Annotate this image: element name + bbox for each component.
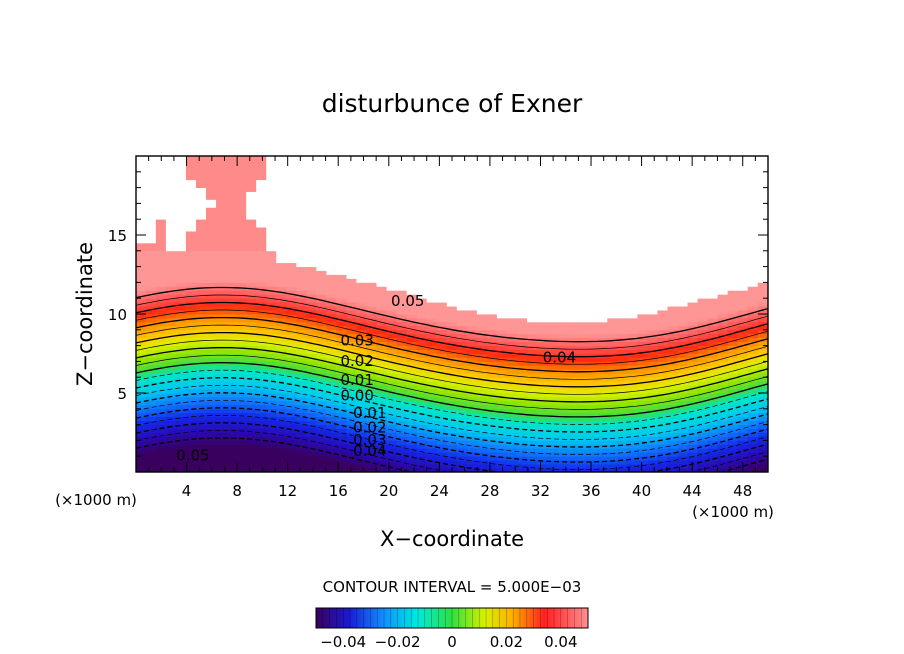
x-unit-left: (×1000 m) xyxy=(55,491,137,509)
contour-line xyxy=(136,294,768,350)
colorbar-tick-labels: −0.04 −0.02 0 0.02 0.04 xyxy=(320,633,577,651)
y-axis-label: Z−coordinate xyxy=(73,242,97,386)
contour-field xyxy=(136,156,768,472)
contour-label: 0.02 xyxy=(353,418,386,436)
colorbar-tick-label: −0.04 xyxy=(320,633,366,651)
contour-line xyxy=(136,346,768,403)
x-tick-label: 4 xyxy=(182,482,192,500)
contour-line xyxy=(136,399,768,455)
x-tick-label: 20 xyxy=(379,482,398,500)
contour-label: 0.05 xyxy=(391,292,424,310)
contour-label: 0.01 xyxy=(340,371,373,389)
contour-label: 0.00 xyxy=(340,387,373,405)
contour-line xyxy=(136,301,768,358)
contour-labels: 0.050.040.030.020.010.000.010.020.030.04… xyxy=(176,292,576,465)
colorbar-tick-label: 0 xyxy=(447,633,457,651)
y-tick-label: 10 xyxy=(108,306,127,324)
colorbar-tick-label: −0.02 xyxy=(375,633,421,651)
contour-line xyxy=(136,392,768,448)
colorbar-tick-label: 0.02 xyxy=(490,633,523,651)
x-tick-label: 28 xyxy=(480,482,499,500)
contour-line xyxy=(136,331,768,388)
x-tick-label: 12 xyxy=(278,482,297,500)
x-tick-labels: 4 8 12 16 20 24 28 32 36 40 44 48 xyxy=(182,482,752,500)
contour-line xyxy=(136,309,768,365)
x-tick-label: 40 xyxy=(632,482,651,500)
x-unit-right: (×1000 m) xyxy=(692,503,774,521)
contour-interval-label: CONTOUR INTERVAL = 5.000E−03 xyxy=(323,578,582,596)
contour-line xyxy=(136,377,768,433)
colorbar-ticks xyxy=(315,608,589,628)
x-tick-label: 44 xyxy=(683,482,702,500)
x-tick-label: 24 xyxy=(430,482,449,500)
y-tick-label: 15 xyxy=(108,227,127,245)
x-tick-label: 48 xyxy=(733,482,752,500)
contour-line xyxy=(136,316,768,373)
contour-line xyxy=(136,362,768,418)
contour-label: 0.01 xyxy=(353,404,386,422)
contour-line xyxy=(136,437,768,472)
contour-line xyxy=(136,384,768,440)
chart-title: disturbunce of Exner xyxy=(322,89,583,118)
contour-label: 0.03 xyxy=(353,431,386,449)
x-tick-label: 8 xyxy=(232,482,242,500)
contour-label: 0.04 xyxy=(353,442,386,460)
x-tick-label: 32 xyxy=(531,482,550,500)
contour-lines xyxy=(136,286,768,472)
contour-line xyxy=(136,339,768,395)
contour-line xyxy=(136,354,768,410)
x-axis-label: X−coordinate xyxy=(380,527,524,551)
contour-label: 0.02 xyxy=(340,352,373,370)
contour-label: 0.05 xyxy=(176,447,209,465)
contour-label: 0.04 xyxy=(543,349,576,367)
colorbar xyxy=(315,607,589,629)
contour-line xyxy=(136,407,768,463)
y-tick-labels: 5 10 15 xyxy=(108,227,127,403)
axis-ticks xyxy=(136,156,768,472)
y-tick-label: 5 xyxy=(117,385,127,403)
contour-line xyxy=(136,430,768,472)
contour-line xyxy=(136,324,768,380)
contour-label: 0.03 xyxy=(340,331,373,349)
colorbar-tick-label: 0.04 xyxy=(544,633,577,651)
x-tick-label: 36 xyxy=(581,482,600,500)
contour-line xyxy=(136,415,768,470)
contour-line xyxy=(136,286,768,343)
contour-line xyxy=(136,422,768,472)
contour-line xyxy=(136,369,768,425)
x-tick-label: 16 xyxy=(329,482,348,500)
